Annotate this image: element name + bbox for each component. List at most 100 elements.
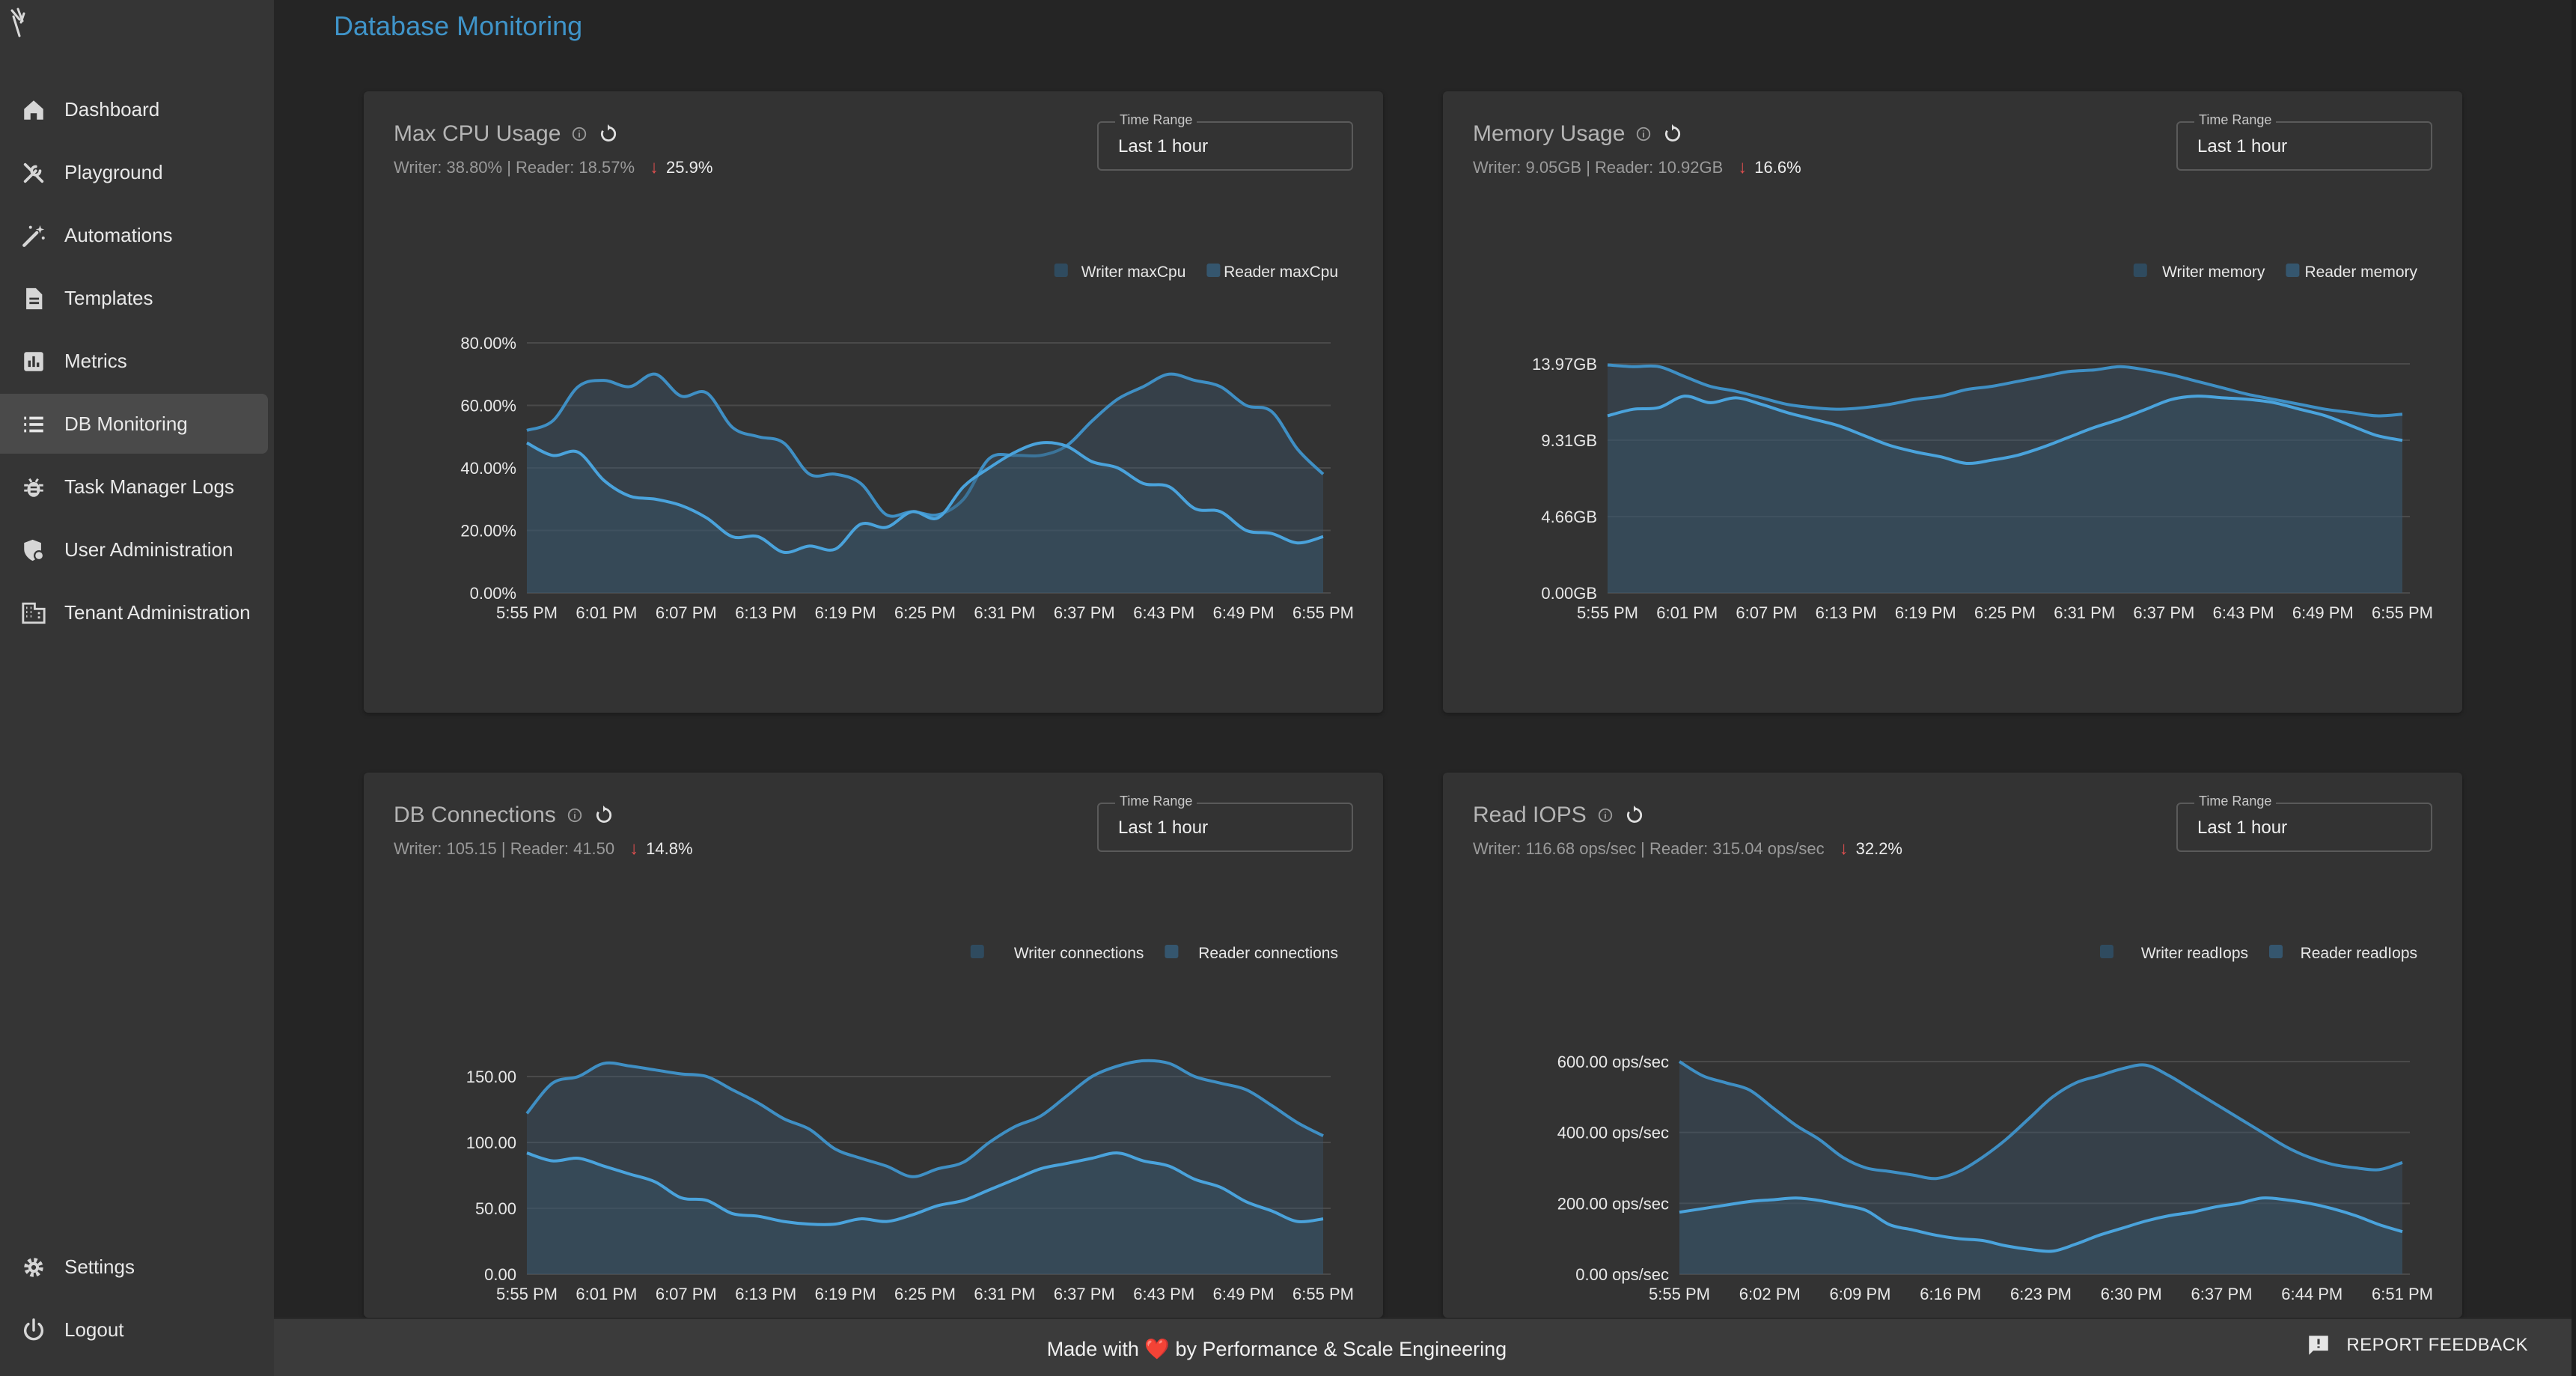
legend-label[interactable]: Reader readIops [2301, 945, 2417, 962]
window-edge [2572, 0, 2576, 1376]
series-line-reader-connections [526, 1151, 1324, 1226]
x-tick-label: 6:49 PM [1213, 1285, 1275, 1303]
x-tick-label: 6:37 PM [1054, 1285, 1115, 1303]
sidebar-item-label: Dashboard [64, 97, 160, 121]
chart-legend: Reader readIops Writer readIops [2100, 945, 2417, 962]
x-tick-label: 6:55 PM [1292, 603, 1354, 622]
card-title: Max CPU Usage [394, 121, 561, 146]
sidebar-item-label: Task Manager Logs [64, 475, 234, 498]
read-iops-card: Read IOPS Writer: 116.68 ops/sec | Reader… [1443, 773, 2462, 1318]
legend-swatch[interactable] [2286, 264, 2300, 277]
x-tick-label: 6:16 PM [1920, 1285, 1981, 1303]
sidebar-item-label: Settings [64, 1255, 135, 1278]
series-area-reader-connections [527, 1153, 1323, 1274]
x-tick-label: 6:25 PM [894, 1285, 956, 1303]
legend-swatch[interactable] [1165, 945, 1179, 958]
sidebar-item-db-monitoring[interactable]: DB Monitoring [0, 394, 268, 454]
series-line-writer-connections [525, 1059, 1324, 1178]
x-tick-label: 6:07 PM [1736, 603, 1797, 622]
refresh-icon[interactable] [593, 806, 613, 825]
sidebar-item-templates[interactable]: Templates [0, 268, 268, 328]
legend-swatch[interactable] [970, 945, 984, 958]
x-tick-label: 6:30 PM [2101, 1285, 2162, 1303]
info-icon[interactable] [571, 126, 587, 142]
magic-wand-icon [22, 225, 45, 247]
bar-chart-icon [24, 352, 43, 371]
refresh-icon[interactable] [598, 124, 617, 144]
legend-label[interactable]: Reader connections [1198, 945, 1338, 962]
x-tick-label: 6:31 PM [974, 603, 1035, 622]
arrow-down-icon: ↓ [629, 838, 639, 859]
refresh-icon[interactable] [1624, 806, 1643, 825]
sidebar-item-label: Logout [64, 1318, 124, 1341]
app-logo-icon[interactable] [7, 6, 37, 42]
time-range-select[interactable]: Time Range Last 1 hour [1097, 112, 1353, 171]
y-tick-label: 600.00 ops/sec [1557, 1053, 1669, 1071]
card-title: DB Connections [394, 803, 556, 827]
info-icon[interactable] [567, 807, 583, 824]
user-shield-icon [24, 539, 45, 561]
y-tick-label: 150.00 [466, 1068, 516, 1086]
time-range-label: Time Range [1115, 112, 1197, 128]
legend-label[interactable]: Writer memory [2162, 264, 2265, 281]
card-title: Memory Usage [1473, 121, 1626, 146]
chart-legend: Reader maxCpu Writer maxCpu [1054, 264, 1338, 281]
time-range-select[interactable]: Time Range Last 1 hour [2176, 112, 2432, 171]
sidebar-item-user-administration[interactable]: User Administration [0, 520, 268, 579]
legend-swatch[interactable] [1206, 264, 1221, 277]
summary-values: Writer: 105.15 | Reader: 41.50 [394, 839, 615, 858]
x-tick-label: 6:13 PM [735, 1285, 796, 1303]
legend-swatch[interactable] [1054, 264, 1068, 277]
chart: 0.00 50.00 100.00 150.00 5:55 PM 6:01 PM 6:07 … [466, 945, 1354, 1303]
legend-swatch[interactable] [2133, 264, 2147, 277]
series-area-writer-connections [527, 1060, 1323, 1274]
x-tick-label: 6:31 PM [974, 1285, 1035, 1303]
footer-credit: Made with ❤️ by Performance & Scale Engi… [1046, 1338, 1507, 1360]
card-header: Read IOPS [1473, 803, 1643, 828]
sidebar-item-tenant-administration[interactable]: Tenant Administration [0, 582, 268, 642]
x-tick-label: 6:19 PM [815, 1285, 876, 1303]
y-tick-label: 100.00 [466, 1133, 516, 1152]
chart: 0.00 ops/sec 200.00 ops/sec 400.00 ops/sec… [1557, 945, 2433, 1303]
x-tick-label: 6:43 PM [1133, 603, 1194, 622]
x-tick-label: 6:01 PM [576, 1285, 637, 1303]
x-tick-label: 5:55 PM [496, 1285, 558, 1303]
x-tick-label: 6:37 PM [1054, 603, 1115, 622]
sidebar-item-playground[interactable]: Playground [0, 142, 268, 202]
list-icon [24, 416, 43, 433]
series-line-writer-maxcpu [526, 372, 1325, 518]
sidebar-item-logout[interactable]: Logout [0, 1300, 268, 1360]
time-range-select[interactable]: Time Range Last 1 hour [1097, 794, 1353, 852]
sidebar-item-automations[interactable]: Automations [0, 205, 268, 265]
legend-label[interactable]: Writer readIops [2141, 945, 2248, 962]
cpu-usage-card: Max CPU Usage Writer: 38.80% | Reader: 18… [364, 91, 1383, 713]
refresh-icon[interactable] [1662, 124, 1682, 144]
legend-label[interactable]: Writer maxCpu [1081, 264, 1186, 281]
legend-swatch[interactable] [2100, 945, 2113, 958]
time-range-value: Last 1 hour [1118, 136, 1209, 156]
info-icon[interactable] [1635, 126, 1652, 142]
x-tick-label: 6:37 PM [2133, 603, 2194, 622]
legend-swatch[interactable] [2269, 945, 2283, 958]
sidebar-bottom-nav: Settings Logout [0, 1237, 274, 1363]
legend-label[interactable]: Reader memory [2304, 264, 2417, 281]
x-tick-label: 6:25 PM [1974, 603, 2036, 622]
y-tick-label: 40.00% [460, 459, 516, 478]
y-tick-label: 0.00GB [1541, 584, 1597, 603]
info-icon[interactable] [1597, 807, 1614, 824]
x-tick-label: 6:43 PM [1133, 1285, 1194, 1303]
legend-label[interactable]: Writer connections [1014, 945, 1144, 962]
sidebar-item-metrics[interactable]: Metrics [0, 331, 268, 391]
sidebar-item-task-manager-logs[interactable]: Task Manager Logs [0, 457, 268, 517]
card-title: Read IOPS [1473, 803, 1587, 827]
legend-label[interactable]: Reader maxCpu [1224, 264, 1338, 281]
sidebar-item-settings[interactable]: Settings [0, 1237, 268, 1297]
building-icon [22, 602, 46, 624]
sidebar-item-dashboard[interactable]: Dashboard [0, 79, 268, 139]
time-range-select[interactable]: Time Range Last 1 hour [2176, 794, 2432, 852]
x-tick-label: 6:02 PM [1739, 1285, 1801, 1303]
x-tick-label: 6:19 PM [815, 603, 876, 622]
arrow-down-icon: ↓ [650, 157, 659, 177]
series-area-reader-memory [1608, 396, 2402, 593]
report-feedback-button[interactable]: REPORT FEEDBACK [2306, 1333, 2528, 1358]
